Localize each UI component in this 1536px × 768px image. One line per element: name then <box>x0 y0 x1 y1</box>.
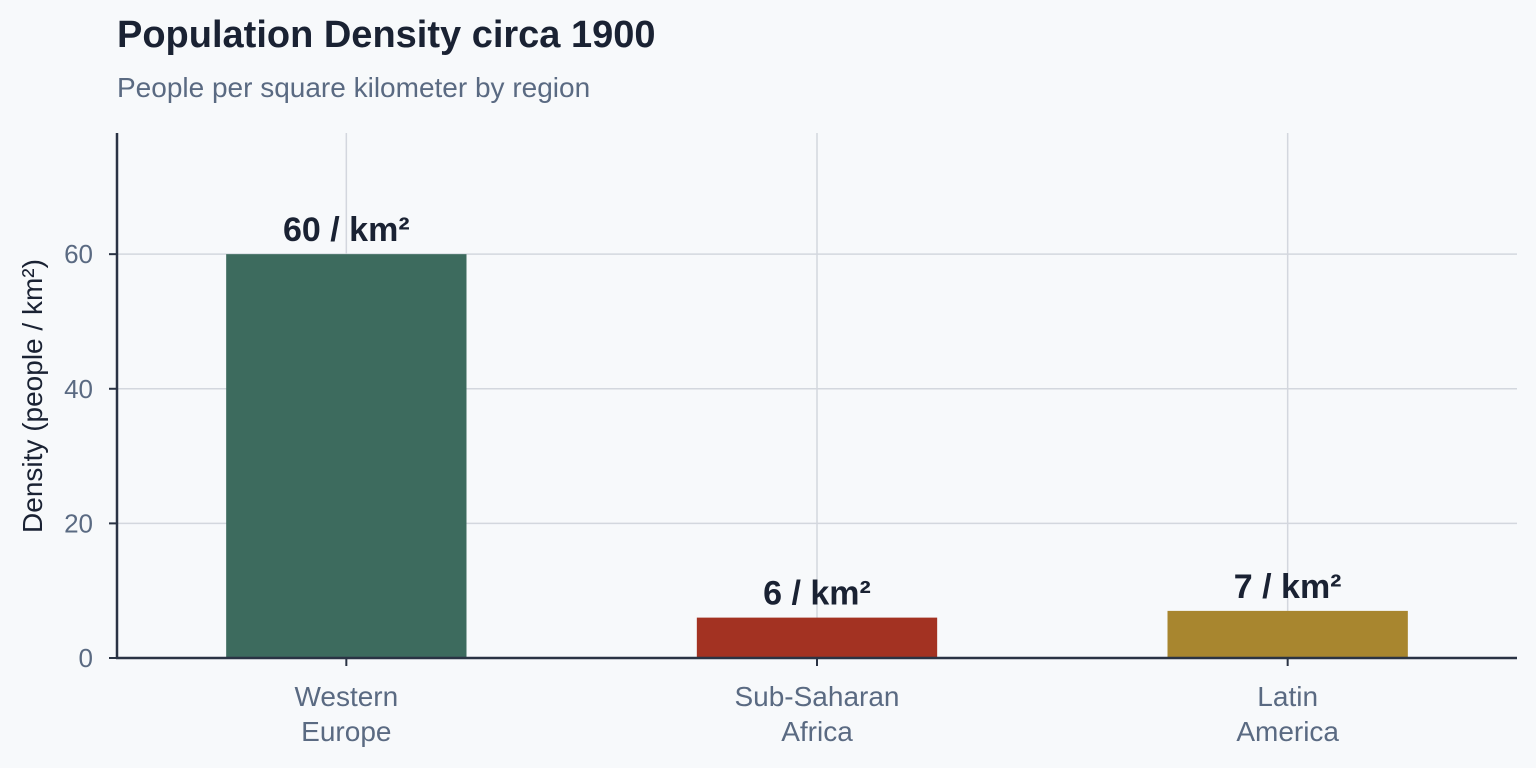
y-tick-label: 40 <box>64 374 93 404</box>
x-tick-label: Sub-Saharan Africa <box>734 681 899 747</box>
x-tick-label-line: Western <box>294 681 398 712</box>
data-label: 60 / km² <box>283 211 410 249</box>
bar <box>696 617 938 658</box>
x-tick-label-line: Sub-Saharan <box>734 681 899 712</box>
axes <box>109 133 1517 666</box>
chart-subtitle: People per square kilometer by region <box>117 72 591 103</box>
y-tick-label: 20 <box>64 508 93 538</box>
chart-title: Population Density circa 1900 <box>117 14 656 56</box>
x-tick-label-line: America <box>1236 716 1339 747</box>
y-tick-labels: 0 20 40 60 <box>64 239 93 673</box>
data-label: 6 / km² <box>763 575 871 613</box>
x-tick-label: Latin America <box>1236 681 1339 747</box>
bar <box>226 254 467 658</box>
x-tick-label-line: Latin <box>1257 681 1318 712</box>
data-labels: 60 / km² 6 / km² 7 / km² <box>283 211 1342 612</box>
y-axis-title: Density (people / km²) <box>17 259 48 533</box>
bars <box>226 254 1408 658</box>
data-label: 7 / km² <box>1234 568 1342 606</box>
y-tick-label: 60 <box>64 239 93 269</box>
x-tick-label-line: Africa <box>781 716 853 747</box>
x-tick-label: Western Europe <box>294 681 398 747</box>
x-tick-labels: Western Europe Sub-Saharan Africa Latin Ameri… <box>294 681 1339 747</box>
y-tick-label: 0 <box>79 643 93 673</box>
bar <box>1167 610 1408 658</box>
x-tick-label-line: Europe <box>301 716 391 747</box>
